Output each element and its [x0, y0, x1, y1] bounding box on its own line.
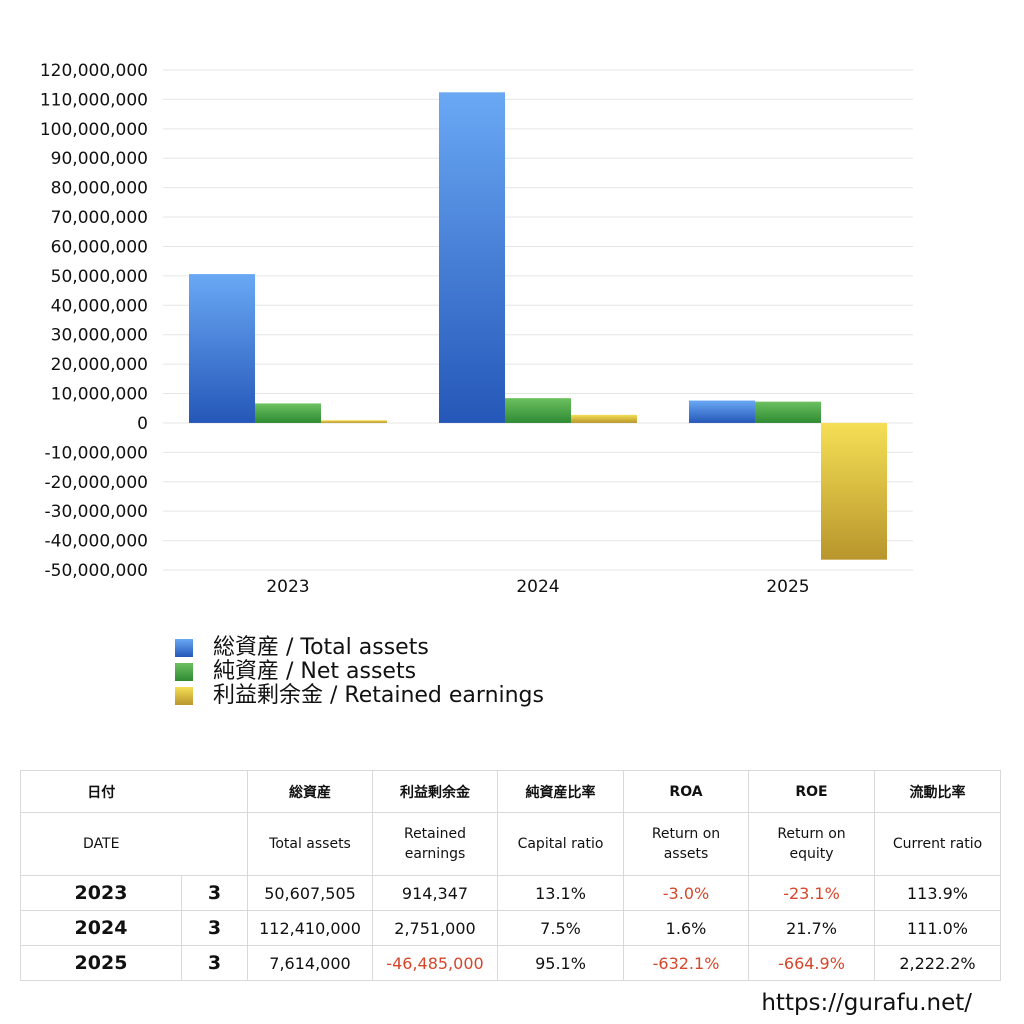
cell-total-assets: 7,614,000 — [247, 945, 373, 981]
header-roa-en: Return on assets — [623, 812, 749, 876]
y-tick-label: 10,000,000 — [51, 385, 148, 405]
cell-roe: 21.7% — [748, 910, 875, 946]
header-month-jp — [181, 770, 248, 813]
row-year: 2025 — [20, 945, 182, 981]
y-tick-label: 30,000,000 — [51, 326, 148, 346]
y-tick-label: 0 — [137, 414, 148, 434]
legend-label-net-assets: 純資産 / Net assets — [213, 659, 417, 684]
legend-swatch-total-assets — [175, 639, 193, 657]
cell-current-ratio: 2,222.2% — [874, 945, 1001, 981]
header-retained-earnings-jp: 利益剰余金 — [372, 770, 498, 813]
header-date-jp: 日付 — [20, 770, 182, 813]
row-month: 3 — [181, 945, 248, 981]
y-tick-label: -50,000,000 — [45, 561, 148, 581]
y-tick-label: 100,000,000 — [40, 120, 148, 140]
y-tick-label: 60,000,000 — [51, 237, 148, 257]
legend-item-retained-earnings: 利益剰余金 / Retained earnings — [175, 684, 544, 708]
legend-label-total-assets: 総資産 / Total assets — [213, 635, 429, 660]
header-date-en: DATE — [20, 812, 182, 876]
cell-current-ratio: 113.9% — [874, 875, 1001, 911]
bar-2024-series-1 — [505, 398, 571, 423]
legend-swatch-retained-earnings — [175, 687, 193, 705]
gridlines — [163, 69, 913, 571]
cell-current-ratio: 111.0% — [874, 910, 1001, 946]
row-year: 2023 — [20, 875, 182, 911]
legend-swatch-net-assets — [175, 663, 193, 681]
cell-total-assets: 50,607,505 — [247, 875, 373, 911]
row-year: 2024 — [20, 910, 182, 946]
header-roe-jp: ROE — [748, 770, 875, 813]
y-tick-label: 40,000,000 — [51, 296, 148, 316]
header-roa-jp: ROA — [623, 770, 749, 813]
cell-capital-ratio: 13.1% — [497, 875, 624, 911]
site-url: https://gurafu.net/ — [761, 990, 972, 1016]
row-month: 3 — [181, 910, 248, 946]
x-tick-label: 2025 — [766, 577, 809, 597]
header-current-ratio-jp: 流動比率 — [874, 770, 1001, 813]
header-capital-ratio-jp: 純資産比率 — [497, 770, 624, 813]
legend-label-retained-earnings: 利益剰余金 / Retained earnings — [213, 683, 544, 708]
y-tick-label: 120,000,000 — [40, 61, 148, 81]
y-tick-label: 110,000,000 — [40, 90, 148, 110]
x-tick-label: 2024 — [516, 577, 559, 597]
cell-roe: -23.1% — [748, 875, 875, 911]
y-tick-label: 50,000,000 — [51, 267, 148, 287]
table-body: 2023 3 50,607,505 914,347 13.1% -3.0% -23.1% 11… — [20, 875, 1001, 981]
header-total-assets-en: Total assets — [247, 812, 373, 876]
y-tick-label: -30,000,000 — [45, 502, 148, 522]
header-current-ratio-en: Current ratio — [874, 812, 1001, 876]
header-capital-ratio-en: Capital ratio — [497, 812, 624, 876]
bar-2024-series-0 — [439, 92, 505, 423]
cell-roa: 1.6% — [623, 910, 749, 946]
bar-2023-series-2 — [321, 420, 387, 423]
cell-roa: -632.1% — [623, 945, 749, 981]
x-axis-ticks: 2023 2024 2025 — [266, 577, 809, 597]
table-header-row-jp: 日付 総資産 利益剰余金 純資産比率 ROA ROE 流動比率 — [20, 770, 1001, 813]
table-row: 2025 3 7,614,000 -46,485,000 95.1% -632.1% -66… — [20, 945, 1001, 981]
y-axis-ticks: 120,000,000 110,000,000 100,000,000 90,000,… — [40, 61, 148, 581]
legend-item-net-assets: 純資産 / Net assets — [175, 660, 544, 684]
header-total-assets-jp: 総資産 — [247, 770, 373, 813]
cell-roa: -3.0% — [623, 875, 749, 911]
bar-2025-series-1 — [755, 401, 821, 423]
bar-2025-series-2 — [821, 422, 887, 560]
bar-2023-series-1 — [255, 403, 321, 423]
cell-total-assets: 112,410,000 — [247, 910, 373, 946]
header-month-en — [181, 812, 248, 876]
y-tick-label: -10,000,000 — [45, 443, 148, 463]
y-tick-label: 80,000,000 — [51, 179, 148, 199]
bar-2024-series-2 — [571, 414, 637, 423]
financial-metrics-table: 日付 総資産 利益剰余金 純資産比率 ROA ROE 流動比率 DATE Tot… — [20, 770, 1001, 981]
y-tick-label: -20,000,000 — [45, 473, 148, 493]
header-retained-earnings-en-text: Retained earnings — [403, 826, 467, 862]
cell-capital-ratio: 7.5% — [497, 910, 624, 946]
cell-retained: -46,485,000 — [372, 945, 498, 981]
chart-legend: 総資産 / Total assets 純資産 / Net assets 利益剰余… — [175, 636, 544, 708]
row-month: 3 — [181, 875, 248, 911]
y-tick-label: -40,000,000 — [45, 532, 148, 552]
table-row: 2023 3 50,607,505 914,347 13.1% -3.0% -23.1% 11… — [20, 875, 1001, 911]
header-roe-en-text: Return on equity — [777, 826, 846, 862]
cell-retained: 914,347 — [372, 875, 498, 911]
bar-2023-series-0 — [189, 274, 255, 423]
header-roa-en-text: Return on assets — [651, 826, 721, 862]
cell-roe: -664.9% — [748, 945, 875, 981]
y-tick-label: 20,000,000 — [51, 355, 148, 375]
legend-item-total-assets: 総資産 / Total assets — [175, 636, 544, 660]
y-tick-label: 70,000,000 — [51, 208, 148, 228]
bars — [189, 92, 887, 560]
bar-2025-series-0 — [689, 400, 755, 423]
header-retained-earnings-en: Retained earnings — [372, 812, 498, 876]
y-tick-label: 90,000,000 — [51, 149, 148, 169]
header-roe-en: Return on equity — [748, 812, 875, 876]
table-row: 2024 3 112,410,000 2,751,000 7.5% 1.6% 21.7% 11… — [20, 910, 1001, 946]
table-header-row-en: DATE Total assets Retained earnings Capi… — [20, 812, 1001, 876]
bar-chart: 120,000,000 110,000,000 100,000,000 90,000,… — [40, 61, 913, 597]
x-tick-label: 2023 — [266, 577, 309, 597]
cell-capital-ratio: 95.1% — [497, 945, 624, 981]
cell-retained: 2,751,000 — [372, 910, 498, 946]
